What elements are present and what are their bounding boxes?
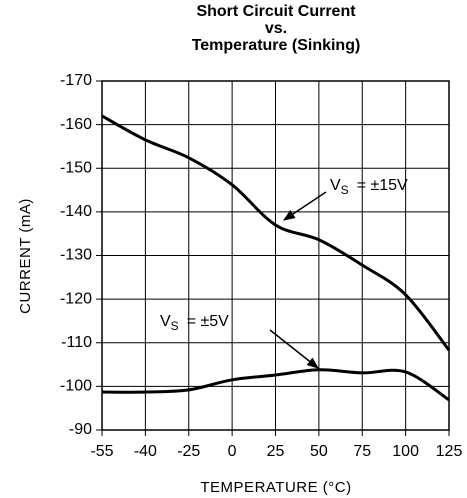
annotation-arrow bbox=[283, 191, 327, 221]
x-tick-label: -55 bbox=[90, 443, 113, 460]
y-tick-label: -90 bbox=[69, 421, 92, 438]
y-tick-label: -120 bbox=[60, 290, 92, 307]
annotation-arrow bbox=[269, 329, 319, 369]
chart-title: Temperature (Sinking) bbox=[192, 37, 361, 54]
x-tick-label: -40 bbox=[134, 443, 157, 460]
y-tick-label: -140 bbox=[60, 203, 92, 220]
series-line bbox=[101, 114, 451, 352]
x-tick-label: 25 bbox=[267, 443, 285, 460]
series-line bbox=[101, 368, 450, 402]
annotation-sub: S bbox=[341, 183, 349, 197]
plot-frame bbox=[101, 80, 450, 431]
annotation-sub: S bbox=[171, 319, 179, 333]
x-tick-label: 75 bbox=[353, 443, 371, 460]
annotation-text: = ±5V bbox=[187, 313, 229, 330]
annotation: VS = ±5V bbox=[160, 313, 319, 369]
chart-title: Short Circuit Current bbox=[196, 3, 356, 20]
y-tick-label: -110 bbox=[61, 334, 92, 351]
y-axis-label: CURRENT (mA) bbox=[17, 198, 34, 314]
x-tick-label: -25 bbox=[177, 443, 200, 460]
chart-title: vs. bbox=[265, 20, 287, 37]
x-axis-label: TEMPERATURE (°C) bbox=[200, 479, 351, 496]
x-tick-label: 0 bbox=[228, 443, 237, 460]
annotation-text: VS = ±5V bbox=[160, 313, 229, 333]
annotation-text: = ±15V bbox=[357, 177, 408, 194]
x-tick-label: 100 bbox=[392, 443, 419, 460]
y-tick-label: -130 bbox=[60, 247, 92, 264]
annotation-text: VS = ±15V bbox=[330, 177, 408, 197]
y-tick-label: -160 bbox=[60, 116, 92, 133]
annotation-text: V bbox=[330, 177, 341, 194]
x-tick-label: 50 bbox=[310, 443, 328, 460]
y-tick-label: -150 bbox=[60, 159, 92, 176]
annotation: VS = ±15V bbox=[283, 177, 408, 221]
y-tick-label: -170 bbox=[60, 72, 92, 89]
annotation-text: V bbox=[160, 313, 171, 330]
x-tick-label: 125 bbox=[436, 443, 463, 460]
y-tick-label: -100 bbox=[60, 378, 92, 395]
